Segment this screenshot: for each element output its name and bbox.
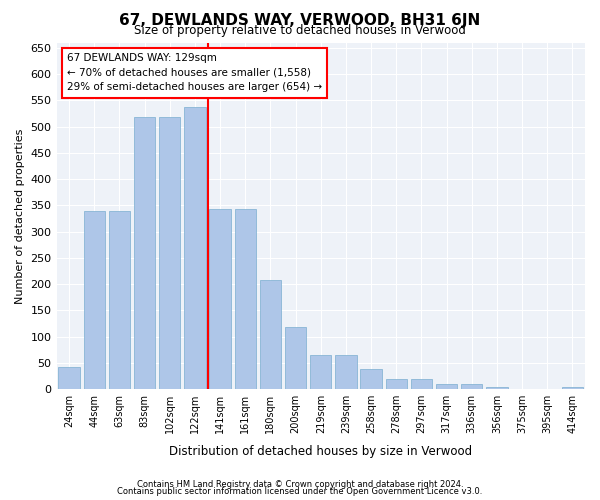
Text: Contains HM Land Registry data © Crown copyright and database right 2024.: Contains HM Land Registry data © Crown c…: [137, 480, 463, 489]
Bar: [436, 384, 457, 389]
Bar: [58, 367, 80, 389]
Bar: [134, 117, 155, 389]
Bar: [335, 355, 356, 389]
Bar: [285, 327, 307, 389]
Bar: [461, 384, 482, 389]
Bar: [83, 210, 105, 389]
X-axis label: Distribution of detached houses by size in Verwood: Distribution of detached houses by size …: [169, 444, 472, 458]
Bar: [411, 378, 432, 389]
Text: 67 DEWLANDS WAY: 129sqm
← 70% of detached houses are smaller (1,558)
29% of semi: 67 DEWLANDS WAY: 129sqm ← 70% of detache…: [67, 53, 322, 92]
Bar: [562, 387, 583, 389]
Bar: [184, 107, 206, 389]
Bar: [159, 117, 181, 389]
Text: 67, DEWLANDS WAY, VERWOOD, BH31 6JN: 67, DEWLANDS WAY, VERWOOD, BH31 6JN: [119, 12, 481, 28]
Bar: [109, 210, 130, 389]
Bar: [235, 209, 256, 389]
Bar: [310, 355, 331, 389]
Text: Size of property relative to detached houses in Verwood: Size of property relative to detached ho…: [134, 24, 466, 37]
Y-axis label: Number of detached properties: Number of detached properties: [15, 128, 25, 304]
Text: Contains public sector information licensed under the Open Government Licence v3: Contains public sector information licen…: [118, 487, 482, 496]
Bar: [361, 369, 382, 389]
Bar: [260, 280, 281, 389]
Bar: [486, 387, 508, 389]
Bar: [386, 378, 407, 389]
Bar: [209, 209, 231, 389]
